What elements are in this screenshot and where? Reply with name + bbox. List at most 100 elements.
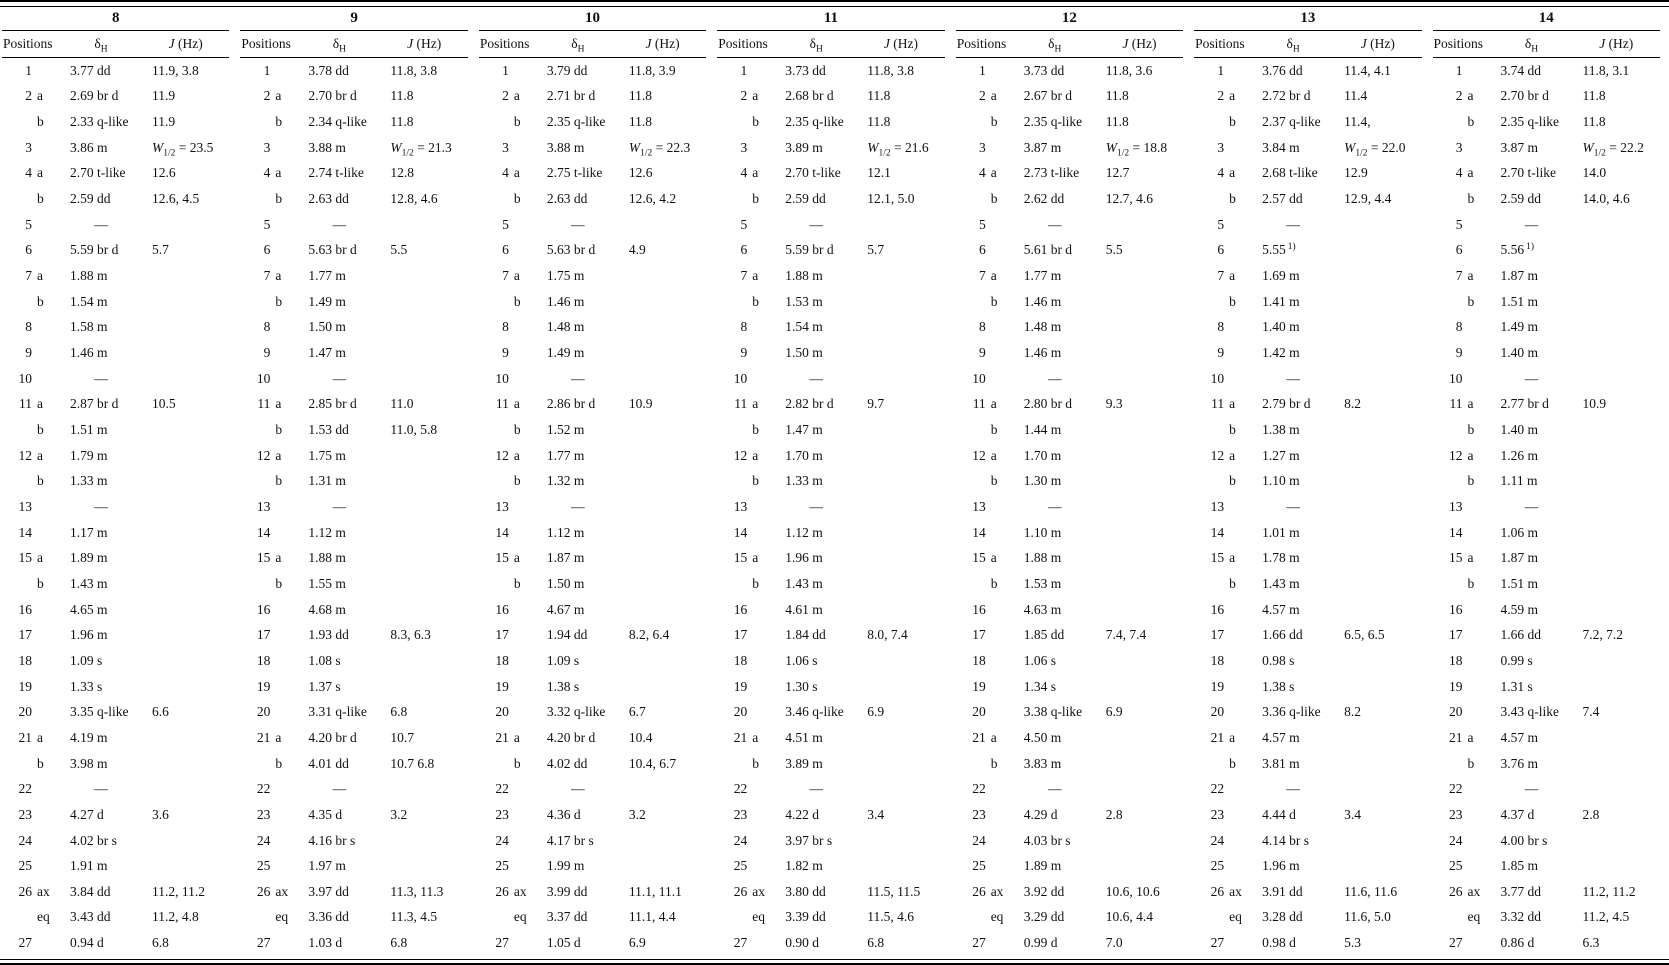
position-number: 11 (1449, 396, 1463, 412)
table-row: 27 0.98 d 5.3 (1194, 930, 1421, 956)
position-number: 9 (978, 345, 986, 361)
delta-h-value: 3.37 dd (546, 909, 588, 925)
table-groups: 8 Positions δH J (Hz) 1 3.77 dd 11.9, 3.8 2 a 2.6… (0, 7, 1669, 959)
delta-h-value: 4.00 br s (1500, 832, 1548, 848)
j-hz-value: 11.8 (867, 114, 891, 130)
delta-h-value: — (571, 781, 585, 797)
delta-h-value: 3.91 dd (1262, 883, 1303, 899)
position-number: 7 (502, 268, 509, 284)
column-header-row: Positions δH J (Hz) (717, 31, 944, 57)
delta-h-value: 2.72 br d (1262, 88, 1311, 104)
delta-h-value: 1.33 m (785, 473, 823, 489)
position-sublabel: b (1229, 575, 1236, 591)
table-row: 9 1.42 m (1194, 340, 1421, 366)
table-row: 15 a 1.89 m (2, 545, 229, 571)
position-number: 18 (256, 652, 271, 668)
j-hz-value: 10.9 (1582, 396, 1607, 412)
delta-h-value: 2.35 q-like (546, 114, 606, 130)
position-sublabel: b (752, 755, 760, 771)
position-sublabel: a (37, 396, 43, 412)
position-sublabel: b (1229, 191, 1236, 207)
j-hz-value: 10.4 (628, 729, 653, 745)
col-header-positions: Positions (956, 36, 1007, 51)
table-row: b 1.11 m (1433, 469, 1660, 495)
table-row: b 1.41 m (1194, 289, 1421, 315)
delta-h-value: 1.38 m (1262, 422, 1300, 438)
position-number: 7 (263, 268, 271, 284)
delta-h-value: 1.87 m (1500, 550, 1539, 566)
position-number: 8 (263, 319, 271, 335)
position-number: 27 (1449, 935, 1463, 951)
table-row: 2 a 2.70 br d 11.8 (240, 84, 467, 110)
position-sublabel: a (1467, 88, 1474, 104)
delta-h-value: 4.19 m (70, 729, 108, 745)
delta-h-value: 1.48 m (546, 319, 585, 335)
position-number: 21 (256, 729, 271, 745)
table-row: 10 — (2, 366, 229, 392)
table-row: 21 a 4.50 m (956, 725, 1183, 751)
delta-h-value: 3.28 dd (1262, 909, 1303, 925)
delta-h-value: 4.68 m (308, 601, 346, 617)
position-sublabel: a (752, 447, 759, 463)
data-rows: 1 3.74 dd 11.8, 3.1 2 a 2.70 br d 11.8 b 2.35 q-… (1433, 58, 1660, 956)
delta-h-value: 5.59 br d (70, 242, 119, 258)
table-row: 22 — (717, 776, 944, 802)
position-sublabel: b (513, 575, 521, 591)
position-number: 19 (972, 678, 986, 694)
delta-h-value: 1.43 m (1262, 575, 1300, 591)
position-number: 23 (1449, 806, 1463, 822)
j-hz-value: 5.3 (1344, 935, 1361, 951)
position-number: 5 (1455, 216, 1463, 232)
group-header-rule (1194, 30, 1422, 31)
position-number: 10 (256, 370, 271, 386)
position-number: 7 (978, 268, 986, 284)
table-row: 26 ax 3.91 dd 11.6, 11.6 (1194, 879, 1421, 905)
delta-h-value: — (1047, 370, 1062, 386)
table-row: 21 a 4.51 m (717, 725, 944, 751)
position-number: 15 (495, 550, 509, 566)
compound-number: 10 (585, 10, 601, 26)
delta-h-value: 1.55 m (308, 575, 346, 591)
j-hz-value: 6.7 (628, 704, 646, 720)
table-row: 11 a 2.86 br d 10.9 (479, 392, 706, 418)
delta-h-value: 2.68 t-like (1262, 165, 1318, 181)
position-sublabel: a (275, 729, 282, 745)
position-sublabel: a (1229, 447, 1236, 463)
j-hz-value: 6.8 (390, 935, 408, 951)
j-hz-value: W1/2 = 23.5 (152, 139, 214, 159)
table-row: b 1.55 m (240, 571, 467, 597)
table-row: 6 5.61 br d 5.5 (956, 238, 1183, 264)
position-number: 20 (18, 704, 33, 720)
table-row: 22 — (956, 776, 1183, 802)
table-row: 18 1.09 s (479, 648, 706, 674)
table-row: 23 4.36 d 3.2 (479, 802, 706, 828)
delta-h-value: 2.63 dd (546, 191, 588, 207)
col-header-j-hz: J (Hz) (1122, 36, 1157, 51)
table-row: b 2.59 dd 12.6, 4.5 (2, 186, 229, 212)
position-sublabel: a (990, 396, 997, 412)
j-hz-value: 11.8 (1582, 114, 1606, 130)
delta-h-value: — (1286, 370, 1300, 386)
table-row: 25 1.91 m (2, 853, 229, 879)
position-sublabel: a (275, 550, 282, 566)
table-row: 23 4.35 d 3.2 (240, 802, 467, 828)
table-row: b 2.35 q-like 11.8 (717, 109, 944, 135)
delta-h-value: 4.16 br s (308, 832, 356, 848)
col-header-delta-h: δH (1048, 36, 1062, 55)
position-number: 9 (1455, 345, 1463, 361)
position-sublabel: eq (1467, 909, 1481, 925)
position-number: 6 (502, 242, 509, 258)
position-number: 1 (740, 62, 748, 78)
position-number: 15 (1210, 550, 1225, 566)
position-number: 18 (1210, 652, 1225, 668)
delta-h-value: 1.37 s (308, 678, 341, 694)
table-row: 25 1.85 m (1433, 853, 1660, 879)
j-hz-value: 11.4, 4.1 (1344, 62, 1391, 78)
position-sublabel: a (1229, 88, 1236, 104)
j-hz-value: 2.8 (1105, 806, 1123, 822)
position-number: 2 (1455, 88, 1463, 104)
table-row: eq 3.39 dd 11.5, 4.6 (717, 905, 944, 931)
j-hz-value: 12.8, 4.6 (390, 191, 438, 207)
position-sublabel: a (1229, 268, 1236, 284)
position-number: 7 (740, 268, 748, 284)
